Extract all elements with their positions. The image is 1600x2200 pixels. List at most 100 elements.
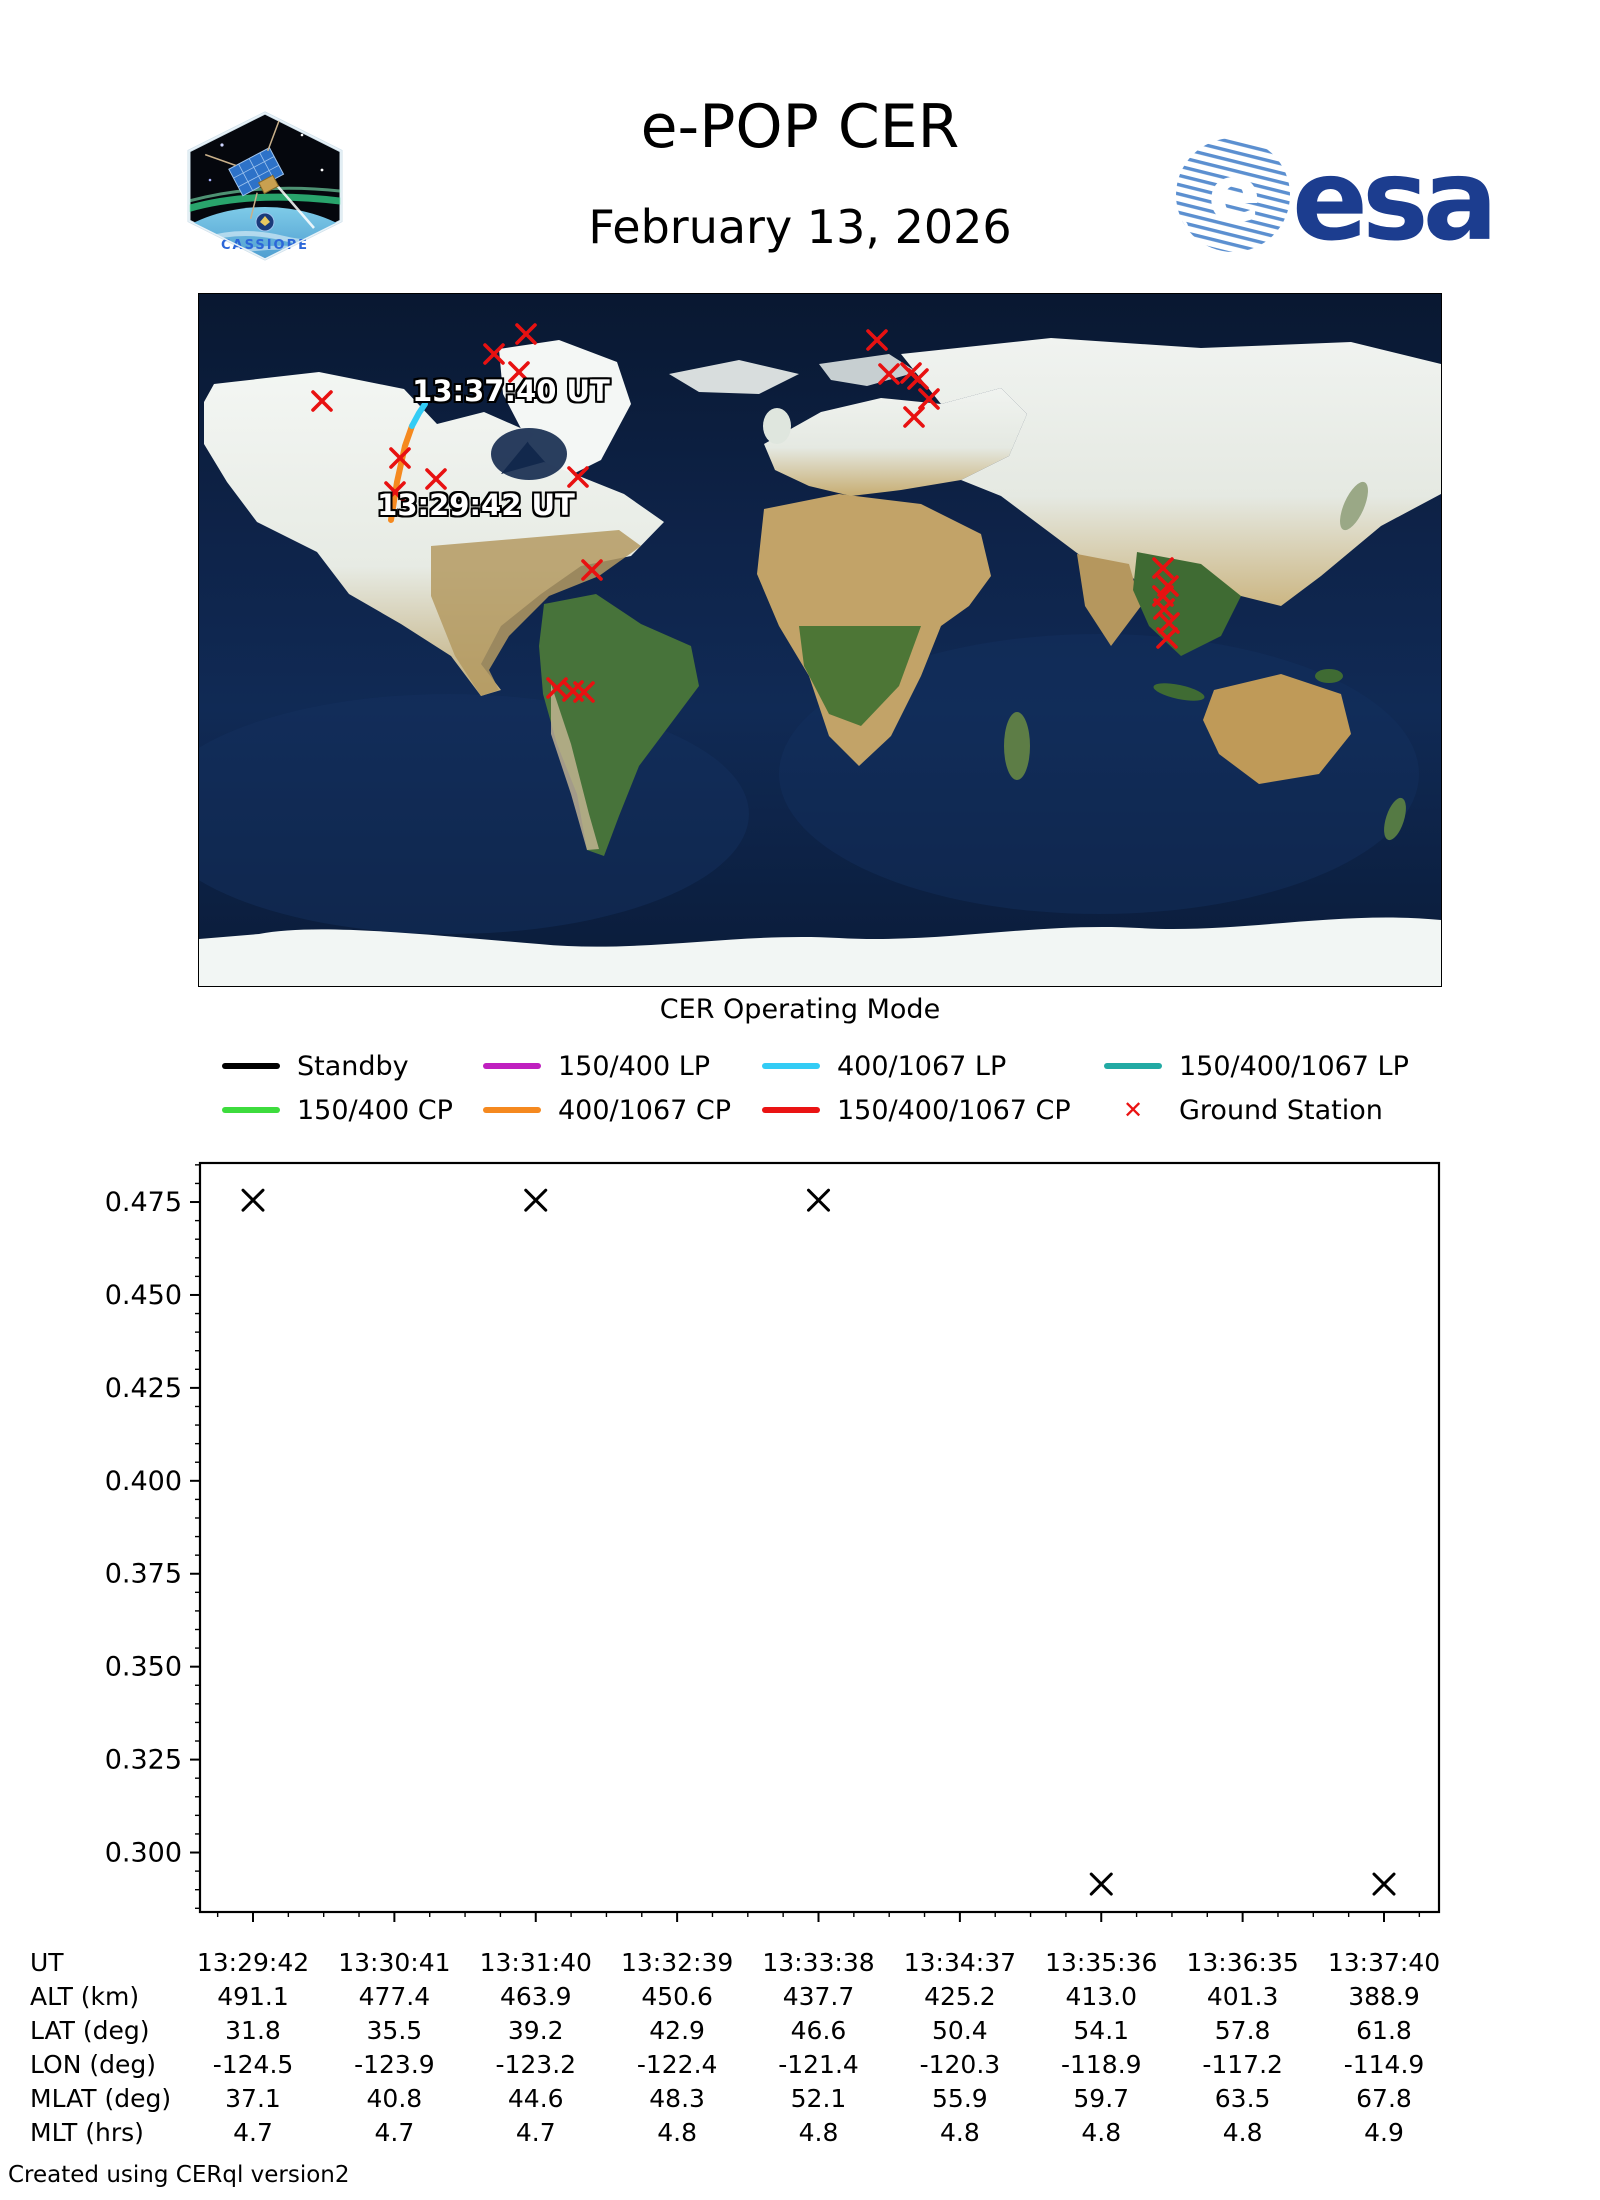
data-point-x-marker — [807, 1188, 830, 1212]
ground-station-x-icon — [581, 559, 603, 581]
ground-station-x-icon — [389, 447, 411, 469]
legend-line-swatch — [222, 1063, 280, 1069]
legend-item-label: Standby — [297, 1050, 409, 1082]
track-segment-400-1067-CP — [388, 423, 415, 523]
track-time-annotation-0: 13:37:40 UT — [412, 374, 610, 408]
ground-station-x-icon — [903, 406, 925, 428]
plot-border — [198, 1161, 1441, 1914]
y-tick-label: 0.375 — [105, 1559, 182, 1590]
ground-station-markers — [311, 323, 1180, 703]
legend-line-swatch — [762, 1063, 820, 1069]
page-title: e-POP CER — [640, 92, 960, 162]
table-cell: 401.3 — [1206, 1982, 1279, 2011]
table-cell: 46.6 — [790, 2016, 847, 2045]
data-point-x-marker — [241, 1188, 265, 1212]
table-row-label-lon-deg-: LON (deg) — [30, 2050, 156, 2079]
legend-item-label: 400/1067 LP — [837, 1050, 1007, 1082]
ground-station-x-icon — [907, 368, 929, 390]
table-cell: 31.8 — [225, 2016, 281, 2045]
table-cell: 4.8 — [939, 2118, 980, 2147]
legend-item-standby: Standby — [222, 1049, 409, 1083]
table-cell: 35.5 — [366, 2016, 423, 2045]
table-cell: -120.3 — [919, 2050, 1001, 2079]
legend-item-400-1067-lp: 400/1067 LP — [762, 1049, 1006, 1083]
table-row-label-mlt-hrs-: MLT (hrs) — [30, 2118, 144, 2147]
page-date: February 13, 2026 — [588, 200, 1012, 254]
table-cell: -121.4 — [778, 2050, 859, 2079]
table-cell: 59.7 — [1073, 2084, 1130, 2113]
legend-line-swatch — [762, 1107, 820, 1113]
world-map-svg — [199, 294, 1441, 986]
data-point-x-marker — [1089, 1872, 1113, 1896]
footer-credit: Created using CERql version2 — [8, 2162, 350, 2188]
table-cell: -123.2 — [495, 2050, 577, 2079]
ground-station-x-icon — [878, 363, 900, 385]
table-row-label-alt-km-: ALT (km) — [30, 1982, 140, 2011]
table-row-label-ut: UT — [30, 1948, 64, 1977]
legend-item-label: 150/400/1067 CP — [837, 1094, 1071, 1126]
table-cell: 477.4 — [358, 1982, 431, 2011]
legend-item-150-400-cp: 150/400 CP — [222, 1093, 453, 1127]
y-tick-label: 0.350 — [105, 1652, 182, 1683]
scatter-points — [241, 1188, 1396, 1896]
legend-line-swatch — [483, 1063, 541, 1069]
table-row-label-lat-deg-: LAT (deg) — [30, 2016, 150, 2045]
legend-item-400-1067-cp: 400/1067 CP — [483, 1093, 731, 1127]
legend-ground-station-x-icon: ✕ — [1122, 1096, 1144, 1124]
legend-item-label: Ground Station — [1179, 1094, 1383, 1126]
y-axis-label: CER Current (A) — [0, 1540, 180, 1600]
data-point-x-marker — [524, 1188, 548, 1212]
table-cell: 40.8 — [366, 2084, 423, 2113]
y-tick-label: 0.450 — [105, 1280, 182, 1311]
table-cell: 4.7 — [515, 2118, 556, 2147]
y-tick-label: 0.300 — [105, 1838, 182, 1869]
y-tick-label: 0.400 — [105, 1466, 182, 1497]
legend-line-swatch — [483, 1107, 541, 1113]
ground-station-x-icon — [567, 466, 589, 488]
ground-station-x-icon — [1156, 627, 1178, 649]
table-cell: 52.1 — [790, 2084, 847, 2113]
esa-wordmark: esa — [1292, 136, 1492, 266]
table-cell: 450.6 — [641, 1982, 713, 2011]
table-cell: 4.8 — [657, 2118, 697, 2147]
table-cell: 463.9 — [499, 1982, 572, 2011]
data-point-x-marker — [1372, 1872, 1396, 1896]
chart-axes: 0.300 0.325 0.350 0.375 0.400 0.425 0.450 0.475 — [105, 1161, 1441, 1922]
legend-line-swatch — [1104, 1063, 1162, 1069]
table-cell: 55.9 — [932, 2084, 988, 2113]
table-cell: 4.9 — [1364, 2118, 1404, 2147]
table-cell: 44.6 — [507, 2084, 564, 2113]
table-cell: 13:30:41 — [338, 1948, 451, 1977]
legend-item-150-400-1067-cp: 150/400/1067 CP — [762, 1093, 1071, 1127]
ground-station-x-icon — [573, 681, 595, 703]
table-cell: 50.4 — [932, 2016, 988, 2045]
legend-item-label: 150/400/1067 LP — [1179, 1050, 1409, 1082]
table-cell: 437.7 — [782, 1982, 855, 2011]
table-cell: 57.8 — [1214, 2016, 1271, 2045]
ground-station-x-icon — [515, 323, 537, 345]
cassiope-mission-patch: CASSIOPE — [182, 110, 348, 262]
table-cell: -114.9 — [1343, 2050, 1425, 2079]
legend-title: CER Operating Mode — [659, 994, 941, 1025]
table-cell: 388.9 — [1348, 1982, 1420, 2011]
legend-item-ground-station: ✕ Ground Station — [1104, 1093, 1383, 1127]
esa-globe-icon — [1176, 138, 1290, 252]
table-cell: 4.8 — [1222, 2118, 1263, 2147]
ground-station-x-icon — [1157, 575, 1179, 597]
table-cell: 4.8 — [798, 2118, 839, 2147]
legend-item-150-400-lp: 150/400 LP — [483, 1049, 710, 1083]
svg-text:e: e — [1208, 150, 1261, 240]
table-cell: 4.7 — [233, 2118, 273, 2147]
table-cell: 67.8 — [1356, 2084, 1412, 2113]
table-cell: 13:35:36 — [1045, 1948, 1158, 1977]
cer-current-chart: 0.300 0.325 0.350 0.375 0.400 0.425 0.450 0.475 — [105, 1161, 1441, 1922]
table-cell: 54.1 — [1073, 2016, 1130, 2045]
ground-station-x-icon — [384, 481, 406, 503]
world-map: 13:37:40 UT 13:29:42 UT — [198, 293, 1442, 987]
ground-station-x-icon — [866, 329, 888, 351]
satellite-track — [388, 401, 428, 523]
y-tick-label: 0.475 — [105, 1187, 182, 1218]
table-cell: 13:36:35 — [1186, 1948, 1299, 1977]
table-cell: 13:37:40 — [1327, 1948, 1441, 1977]
table-cell: 42.9 — [649, 2016, 705, 2045]
